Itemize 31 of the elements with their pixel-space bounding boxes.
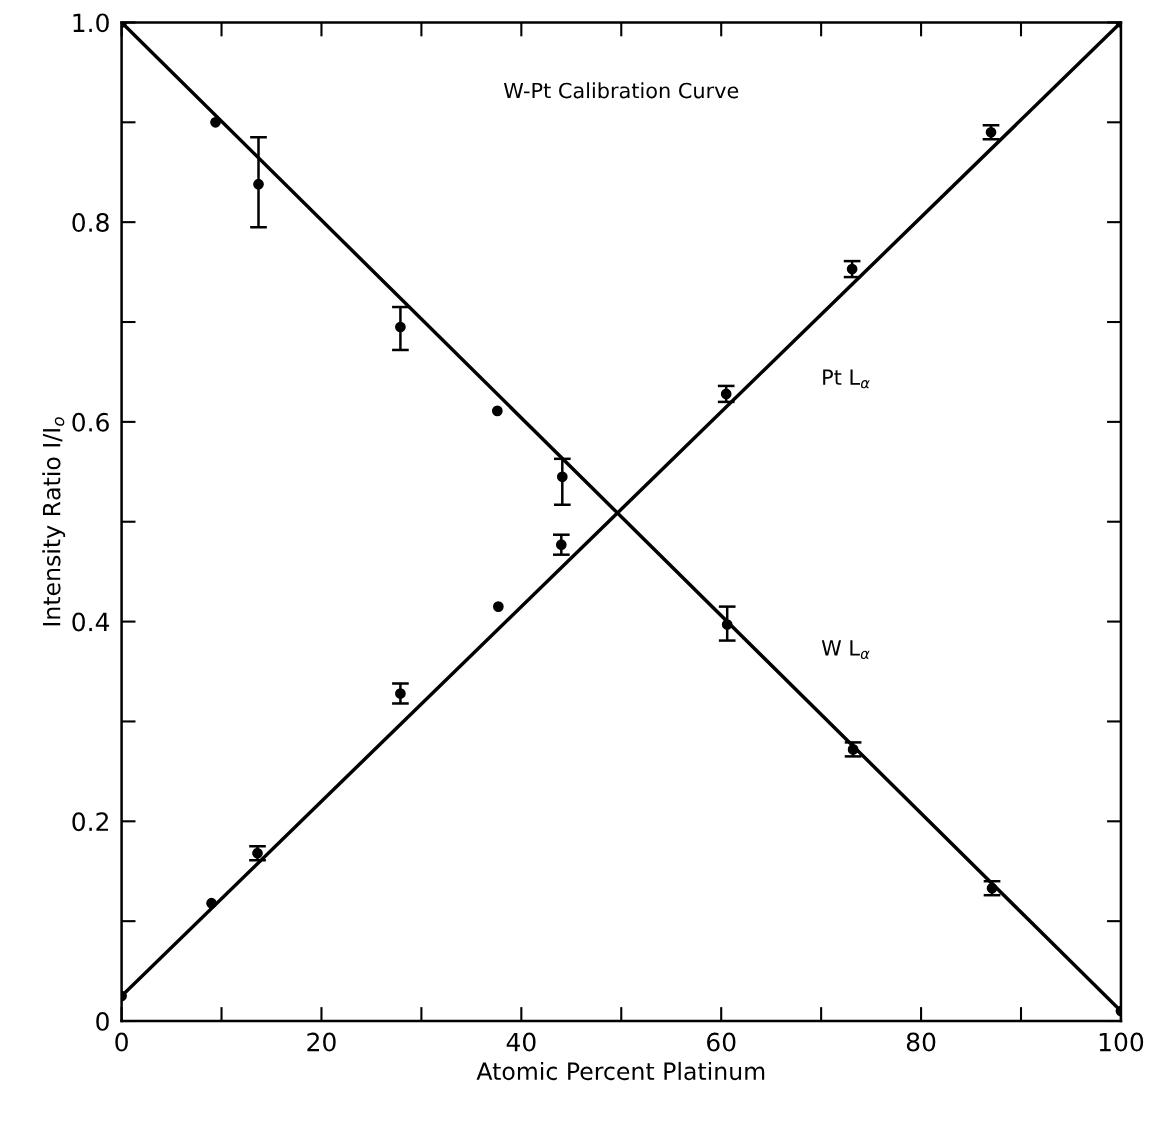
y-tick-label: 0 [96, 1011, 109, 1031]
y-tick-label: 1.0 [73, 13, 109, 33]
text: W-Pt Calibration Curve [503, 82, 739, 99]
point [986, 882, 998, 894]
y-axis-title: Intensity Ratio I/I$_{o}$ [42, 417, 66, 626]
y-tick-label: 0.6 [72, 412, 109, 432]
point [492, 601, 504, 612]
point [847, 744, 859, 755]
point [252, 847, 263, 859]
point [395, 321, 406, 333]
point [210, 116, 221, 128]
point [395, 688, 406, 699]
x-tick-label: 40 [506, 1032, 536, 1052]
x-tick-label: 80 [906, 1032, 936, 1052]
series-label: Pt L$_{α}$ [823, 369, 870, 389]
series-label: W L$_{α}$ [821, 640, 870, 659]
point [555, 539, 567, 551]
x-tick-label: 20 [307, 1032, 336, 1052]
point [491, 405, 503, 417]
x-axis-title: Atomic Percent Platinum [476, 1061, 765, 1081]
x-tick-label: 0 [115, 1032, 128, 1052]
y-tick-label: 0.2 [72, 812, 108, 832]
point [721, 619, 733, 630]
point [985, 126, 997, 138]
point [556, 471, 568, 483]
point [253, 178, 264, 190]
y-tick-label: 0.8 [72, 213, 109, 233]
x-tick-label: 60 [707, 1032, 736, 1052]
point [206, 897, 217, 909]
x-tick-label: 100 [1099, 1032, 1144, 1052]
y-tick-label: 0.4 [72, 612, 110, 632]
